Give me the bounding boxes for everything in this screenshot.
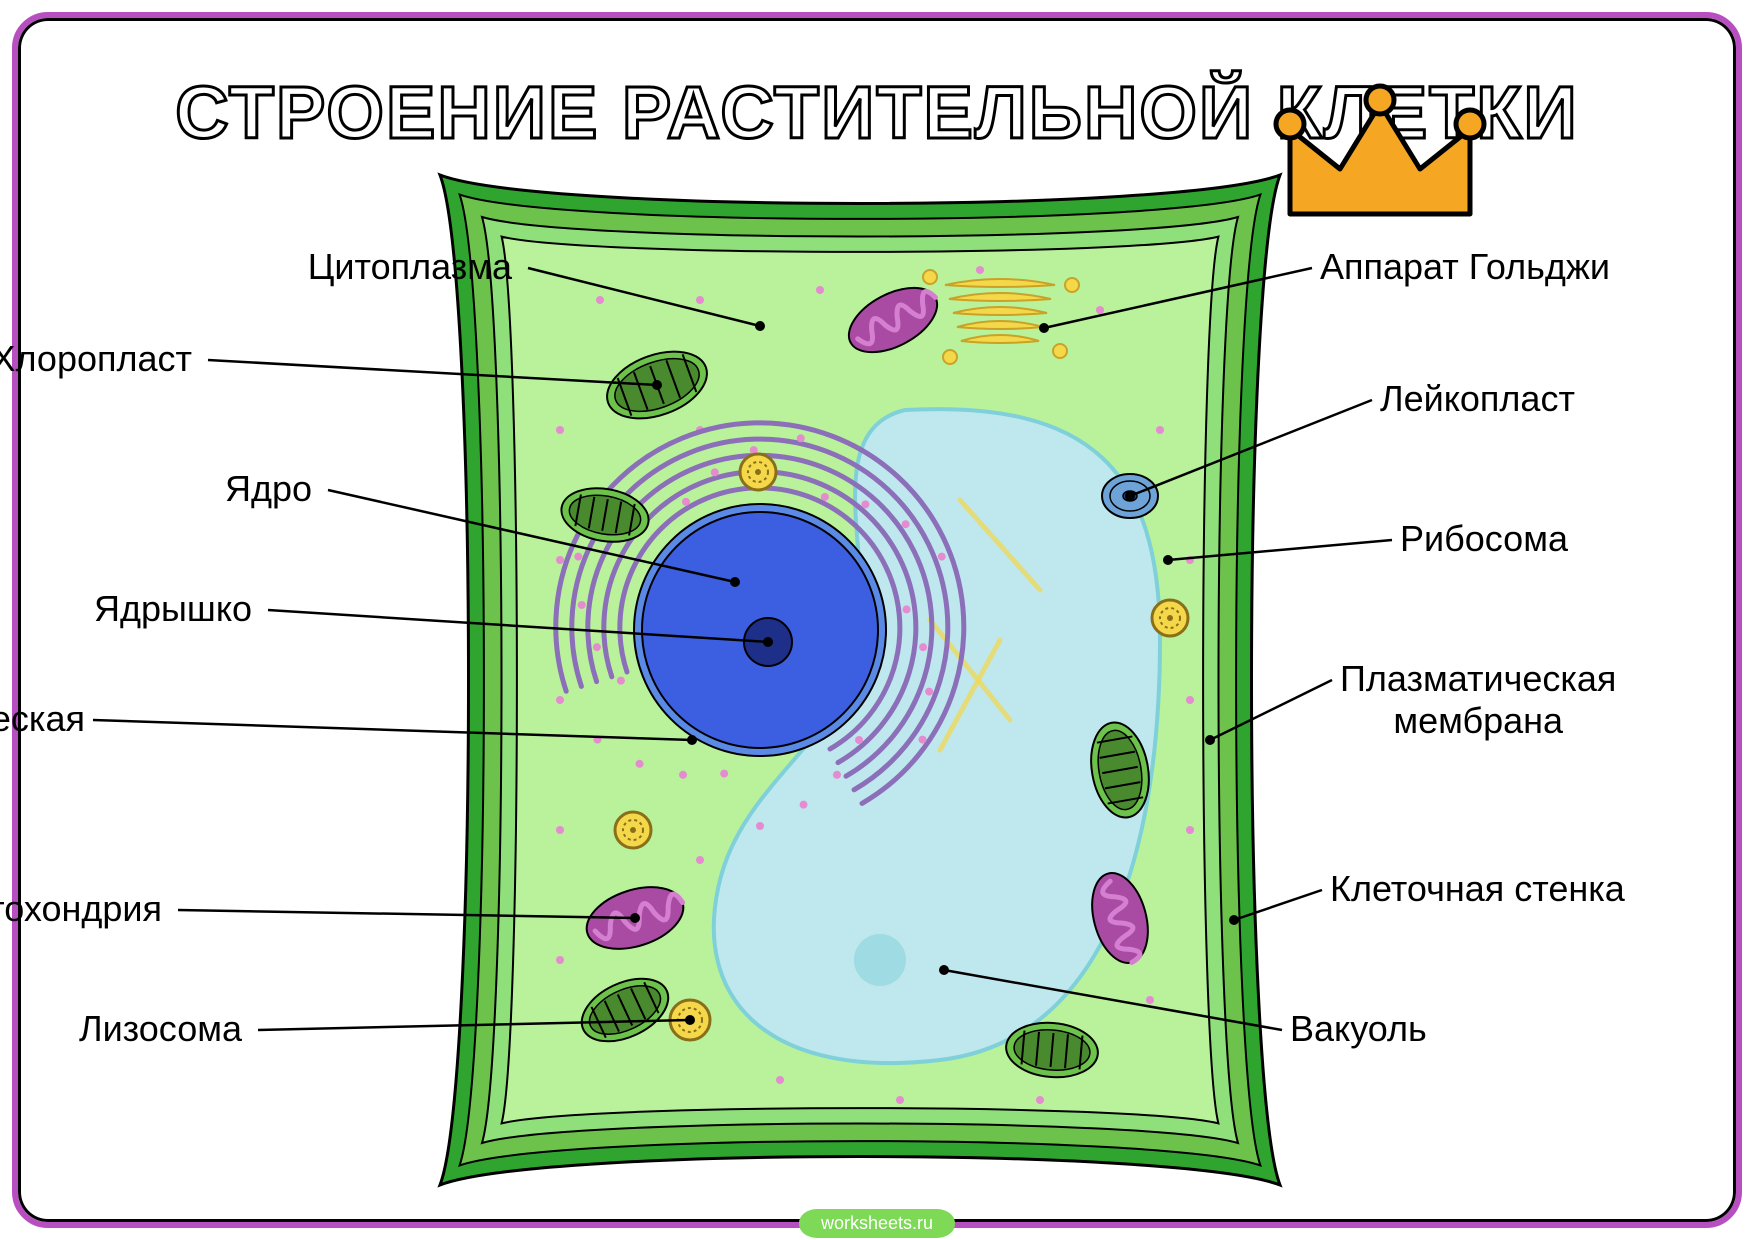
- label-cytoplasm: Цитоплазма: [308, 246, 512, 287]
- label-plasmamem: Плазматическая мембрана: [1340, 658, 1616, 741]
- label-mito: Митохондрия: [0, 888, 162, 929]
- label-ribo: Рибосома: [1400, 518, 1568, 559]
- label-chloroplast: Хлоропласт: [0, 338, 192, 379]
- footer-text: worksheets.ru: [821, 1213, 933, 1233]
- label-vacuole: Вакуоль: [1290, 1008, 1427, 1049]
- cell-diagram: [0, 0, 1754, 1240]
- label-lysosome: Лизосома: [79, 1008, 242, 1049]
- label-golgi: Аппарат Гольджи: [1320, 246, 1610, 287]
- label-er: Эндоплазматическая сеть: [0, 698, 85, 781]
- label-leucoplast: Лейкопласт: [1380, 378, 1575, 419]
- label-nucleus: Ядро: [225, 468, 312, 509]
- label-cellwall: Клеточная стенка: [1330, 868, 1625, 909]
- footer-badge: worksheets.ru: [799, 1209, 955, 1238]
- label-nucleolus: Ядрышко: [94, 588, 252, 629]
